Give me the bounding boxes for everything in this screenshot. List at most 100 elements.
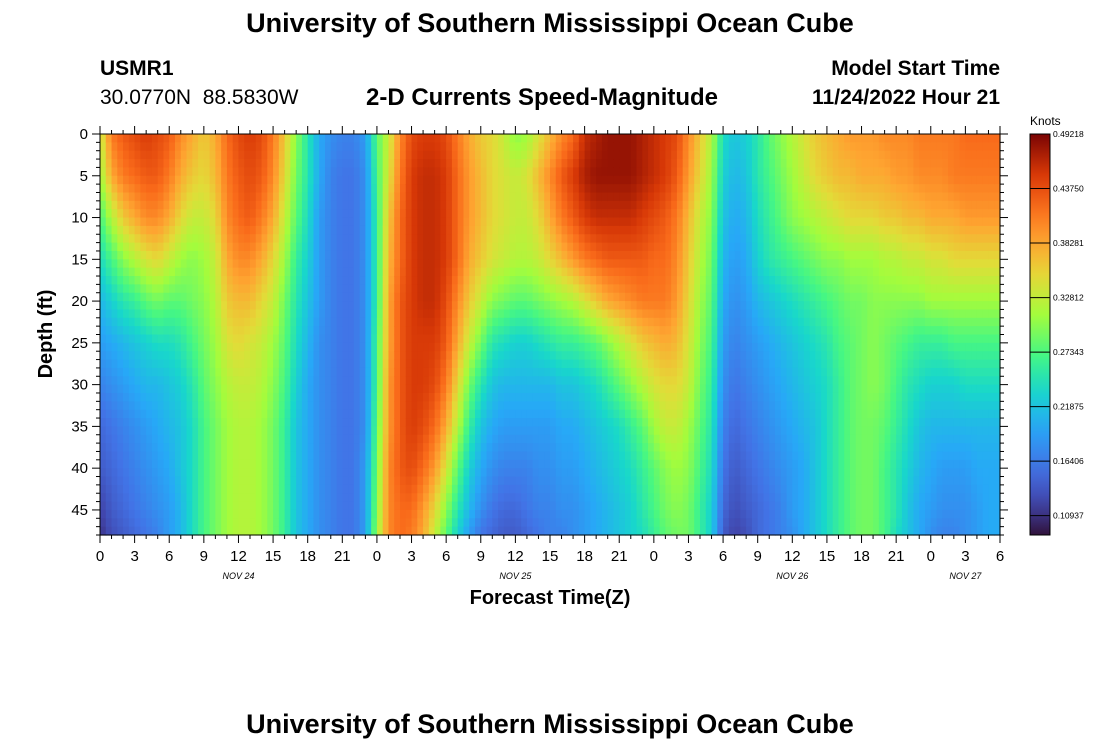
heatmap-cell	[330, 317, 338, 327]
heatmap-cell	[601, 509, 609, 519]
heatmap-cell	[659, 468, 666, 478]
heatmap-cell	[590, 376, 597, 386]
heatmap-cell	[134, 434, 141, 444]
heatmap-cell	[469, 418, 476, 427]
heatmap-cell	[376, 292, 384, 302]
heatmap-cell	[463, 468, 470, 478]
heatmap-cell	[146, 359, 153, 369]
heatmap-cell	[388, 484, 395, 494]
heatmap-cell	[665, 509, 672, 519]
heatmap-cell	[440, 309, 447, 319]
heatmap-cell	[371, 326, 378, 336]
heatmap-cell	[567, 434, 574, 444]
heatmap-cell	[607, 509, 615, 519]
heatmap-cell	[457, 526, 465, 536]
heatmap-cell	[163, 342, 170, 352]
heatmap-cell	[417, 225, 424, 235]
heatmap-cell	[636, 409, 643, 419]
heatmap-cell	[273, 409, 280, 419]
heatmap-cell	[411, 426, 418, 436]
heatmap-cell	[261, 167, 268, 177]
heatmap-cell	[503, 292, 511, 302]
heatmap-cell	[636, 359, 643, 369]
heatmap-cell	[244, 384, 251, 394]
heatmap-cell	[394, 225, 401, 235]
heatmap-cell	[365, 267, 372, 277]
heatmap-cell	[371, 134, 378, 143]
heatmap-cell	[244, 392, 251, 402]
heatmap-cell	[405, 242, 413, 252]
heatmap-cell	[515, 392, 522, 402]
heatmap-cell	[198, 392, 205, 402]
heatmap-cell	[290, 225, 297, 235]
heatmap-cell	[503, 259, 511, 269]
heatmap-cell	[209, 134, 216, 143]
heatmap-cell	[498, 409, 505, 419]
heatmap-cell	[140, 392, 147, 402]
heatmap-cell	[330, 142, 338, 152]
heatmap-cell	[653, 342, 661, 352]
heatmap-cell	[255, 292, 263, 302]
heatmap-cell	[307, 225, 315, 235]
heatmap-cell	[423, 493, 430, 503]
heatmap-cell	[503, 501, 511, 511]
heatmap-cell	[175, 242, 182, 252]
heatmap-cell	[186, 134, 193, 143]
heatmap-cell	[596, 459, 603, 469]
heatmap-cell	[123, 167, 130, 177]
heatmap-cell	[336, 334, 343, 344]
heatmap-cell	[694, 326, 701, 336]
heatmap-cell	[694, 217, 701, 227]
heatmap-cell	[584, 401, 591, 411]
heatmap-cell	[215, 309, 222, 319]
heatmap-cell	[503, 443, 511, 453]
heatmap-cell	[509, 459, 516, 469]
heatmap-cell	[284, 250, 291, 260]
heatmap-cell	[544, 242, 551, 252]
heatmap-cell	[238, 184, 245, 194]
heatmap-cell	[117, 225, 124, 235]
heatmap-cell	[648, 484, 655, 494]
heatmap-cell	[307, 367, 315, 377]
heatmap-cell	[278, 175, 286, 185]
heatmap-cell	[676, 192, 684, 202]
heatmap-cell	[371, 518, 378, 528]
heatmap-cell	[198, 384, 205, 394]
heatmap-cell	[630, 384, 638, 394]
heatmap-cell	[423, 234, 430, 244]
heatmap-cell	[353, 134, 361, 143]
heatmap-cell	[625, 175, 632, 185]
heatmap-cell	[273, 401, 280, 411]
heatmap-cell	[480, 334, 488, 344]
heatmap-cell	[463, 150, 470, 160]
heatmap-cell	[267, 342, 274, 352]
heatmap-cell	[492, 317, 499, 327]
heatmap-cell	[163, 309, 170, 319]
heatmap-cell	[267, 259, 274, 269]
heatmap-cell	[336, 175, 343, 185]
heatmap-cell	[296, 276, 303, 285]
heatmap-cell	[203, 209, 211, 219]
heatmap-cell	[561, 134, 568, 143]
heatmap-cell	[550, 392, 557, 402]
heatmap-cell	[376, 276, 384, 285]
heatmap-cell	[451, 351, 459, 361]
heatmap-cell	[123, 259, 130, 269]
heatmap-cell	[538, 225, 545, 235]
heatmap-cell	[325, 242, 332, 252]
heatmap-cell	[463, 476, 470, 486]
heatmap-cell	[515, 501, 522, 511]
heatmap-cell	[192, 451, 199, 461]
heatmap-cell	[503, 267, 511, 277]
heatmap-cell	[509, 184, 516, 194]
heatmap-cell	[555, 468, 563, 478]
model-start-label: Model Start Time	[831, 57, 1000, 80]
heatmap-cell	[313, 426, 320, 436]
heatmap-cell	[382, 443, 390, 453]
heatmap-cell	[515, 476, 522, 486]
heatmap-cell	[353, 209, 361, 219]
heatmap-cell	[226, 418, 234, 427]
heatmap-cell	[169, 234, 176, 244]
heatmap-cell	[157, 167, 165, 177]
heatmap-cell	[405, 476, 413, 486]
